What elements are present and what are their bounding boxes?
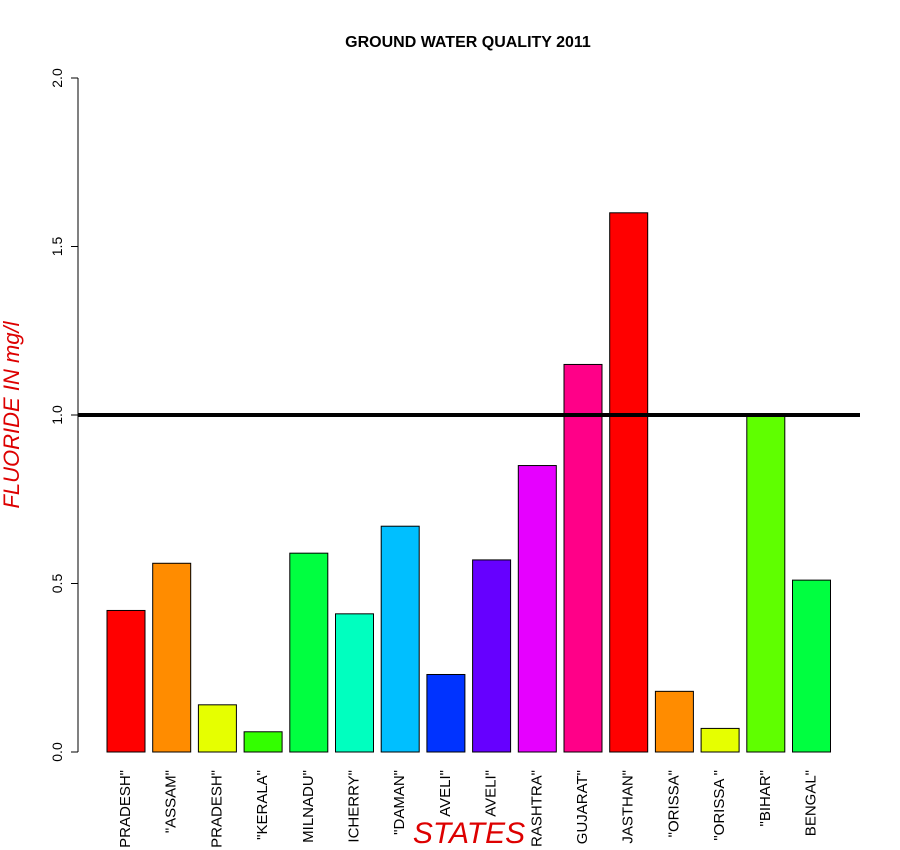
bar <box>654 690 694 753</box>
x-tick-label: "ORISSA " <box>711 770 728 841</box>
bar <box>792 579 831 753</box>
y-axis-label: FLUORIDE IN mg/l <box>0 320 24 508</box>
bar <box>700 727 740 753</box>
x-tick-label: "ORISSA" <box>665 770 682 837</box>
bar <box>335 613 374 753</box>
x-axis-label: STATES <box>413 817 525 850</box>
x-tick-label: "DAMAN" <box>391 770 408 835</box>
bar <box>289 552 329 753</box>
x-tick-label: PRADESH" <box>117 770 134 848</box>
x-tick-label: "KERALA" <box>254 770 271 840</box>
bar <box>152 562 192 753</box>
x-tick-label: AVELI" <box>437 770 454 817</box>
x-tick-label: RASHTRA" <box>528 770 545 847</box>
bar <box>106 609 146 753</box>
chart-title: GROUND WATER QUALITY 2011 <box>345 34 591 51</box>
x-tick-labels: PRADESH" "ASSAM" PRADESH" "KERALA" MILNADU" I… <box>117 770 820 848</box>
y-tick-label: 1.5 <box>49 237 65 257</box>
bar <box>380 525 420 753</box>
x-tick-label: ICHERRY" <box>345 770 362 843</box>
x-tick-label: MILNADU" <box>300 770 317 843</box>
y-tick-label: 0.5 <box>49 574 65 594</box>
bar <box>746 414 786 753</box>
bar <box>563 363 603 753</box>
y-tick-label: 2.0 <box>49 68 65 88</box>
y-tick-label: 0.0 <box>49 742 65 762</box>
bar <box>243 731 283 753</box>
x-tick-label: AVELI" <box>483 770 500 817</box>
x-tick-label: PRADESH" <box>208 770 225 848</box>
y-axis: 0.0 0.5 1.0 1.5 2.0 <box>49 68 79 762</box>
bars <box>106 212 831 753</box>
bar <box>426 673 466 753</box>
x-tick-label: "BIHAR" <box>757 770 774 827</box>
x-tick-label: BENGAL" <box>802 770 819 836</box>
x-tick-label: "ASSAM" <box>163 770 180 833</box>
bar <box>517 465 557 753</box>
y-tick-label: 1.0 <box>49 405 65 425</box>
x-tick-label: JASTHAN" <box>620 770 637 844</box>
x-tick-label: GUJARAT" <box>574 770 591 844</box>
bar <box>197 704 237 753</box>
bar <box>609 212 649 753</box>
bar <box>472 559 512 753</box>
